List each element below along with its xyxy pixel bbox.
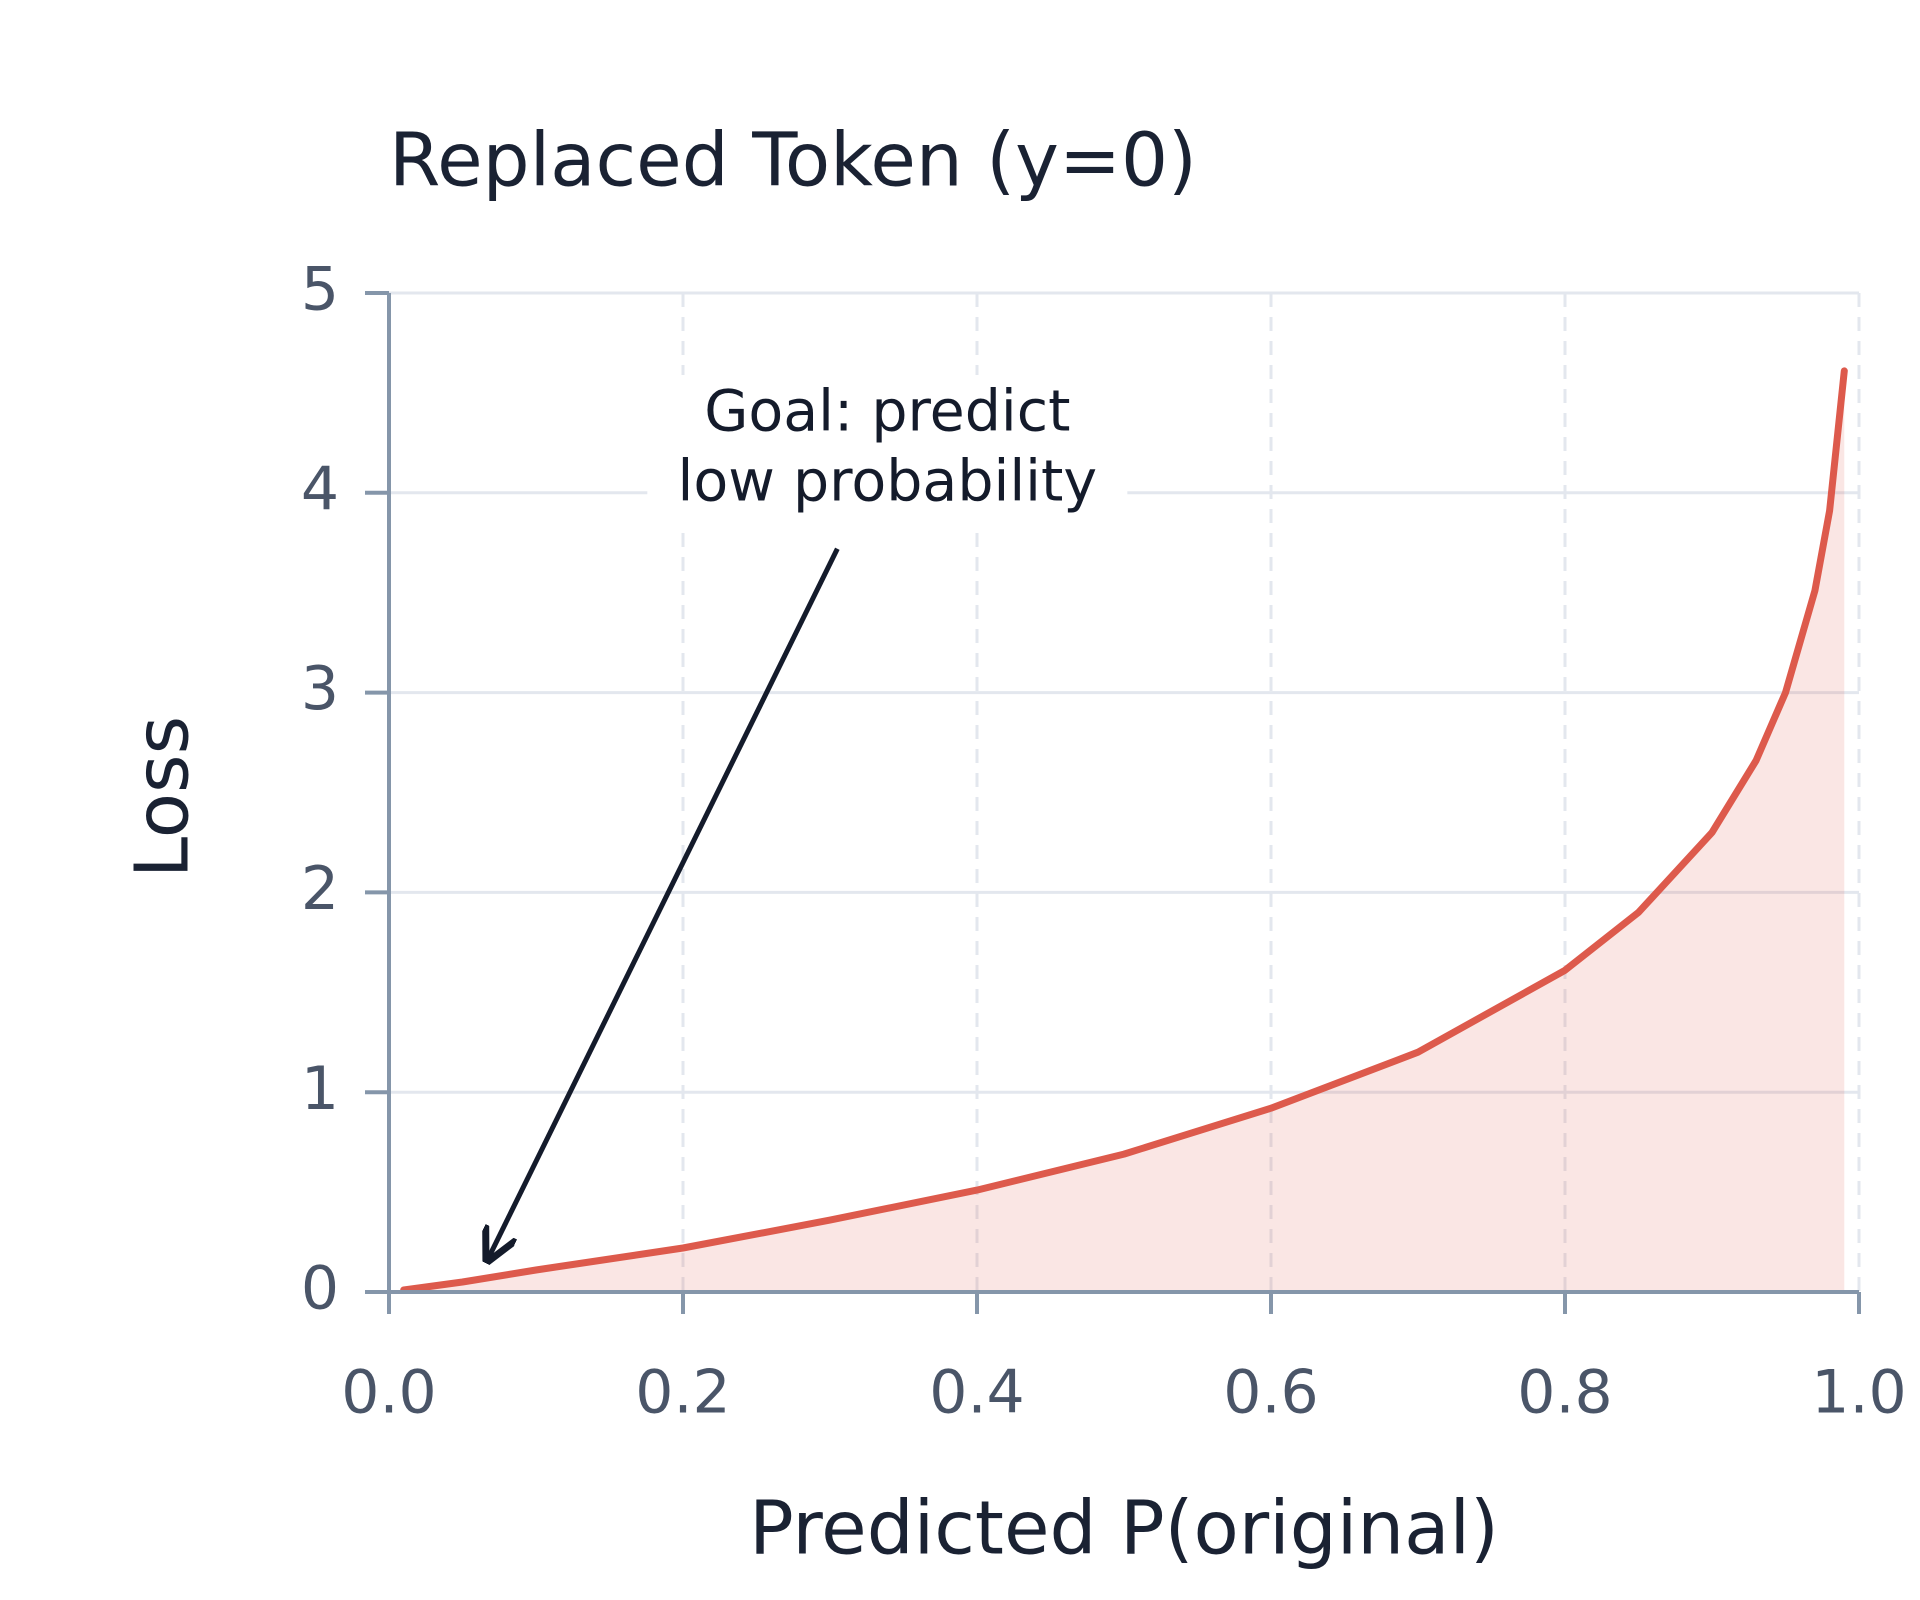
y-tick-label: 3 — [301, 654, 339, 724]
y-axis-label: Loss — [120, 716, 206, 878]
x-tick-label: 0.4 — [929, 1358, 1024, 1428]
x-tick-label: 0.2 — [635, 1358, 730, 1428]
chart-title: Replaced Token (y=0) — [389, 118, 1197, 204]
y-tick-label: 4 — [301, 454, 339, 524]
x-axis-label: Predicted P(original) — [749, 1486, 1499, 1572]
area — [403, 370, 1845, 1292]
annotation-background — [647, 375, 1128, 525]
annotation-text: Goal: predict — [704, 379, 1070, 445]
y-tick-label: 2 — [301, 854, 339, 924]
line — [400, 367, 1848, 1294]
x-tick-label: 0.6 — [1223, 1358, 1318, 1428]
y-tick-label: 0 — [301, 1254, 339, 1324]
x-tick-label: 0.8 — [1517, 1358, 1612, 1428]
y-tick-label: 1 — [301, 1054, 339, 1124]
y-tick-label: 5 — [301, 255, 339, 325]
x-tick-label: 1.0 — [1811, 1358, 1906, 1428]
x-tick-label: 0.0 — [341, 1358, 436, 1428]
annotation-text: low probability — [678, 449, 1098, 515]
annotation-arrow — [487, 547, 840, 1260]
